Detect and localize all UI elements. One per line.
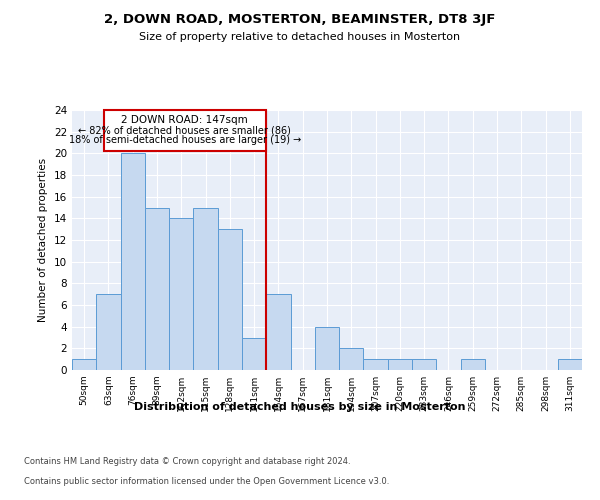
Bar [218,229,242,370]
Bar [72,359,96,370]
Bar [388,359,412,370]
Text: Distribution of detached houses by size in Mosterton: Distribution of detached houses by size … [134,402,466,412]
Bar [364,359,388,370]
Bar [145,208,169,370]
Bar [558,359,582,370]
Bar [339,348,364,370]
Text: Contains HM Land Registry data © Crown copyright and database right 2024.: Contains HM Land Registry data © Crown c… [24,458,350,466]
Text: ← 82% of detached houses are smaller (86): ← 82% of detached houses are smaller (86… [78,125,291,135]
Y-axis label: Number of detached properties: Number of detached properties [38,158,49,322]
Bar [315,326,339,370]
Bar [242,338,266,370]
Bar [169,218,193,370]
Bar [266,294,290,370]
Bar [412,359,436,370]
Text: 2 DOWN ROAD: 147sqm: 2 DOWN ROAD: 147sqm [121,116,248,126]
Text: 2, DOWN ROAD, MOSTERTON, BEAMINSTER, DT8 3JF: 2, DOWN ROAD, MOSTERTON, BEAMINSTER, DT8… [104,12,496,26]
Text: 18% of semi-detached houses are larger (19) →: 18% of semi-detached houses are larger (… [68,135,301,145]
Text: Size of property relative to detached houses in Mosterton: Size of property relative to detached ho… [139,32,461,42]
Bar [121,154,145,370]
Bar [96,294,121,370]
Bar [461,359,485,370]
Bar [193,208,218,370]
Bar [104,110,266,151]
Text: Contains public sector information licensed under the Open Government Licence v3: Contains public sector information licen… [24,478,389,486]
